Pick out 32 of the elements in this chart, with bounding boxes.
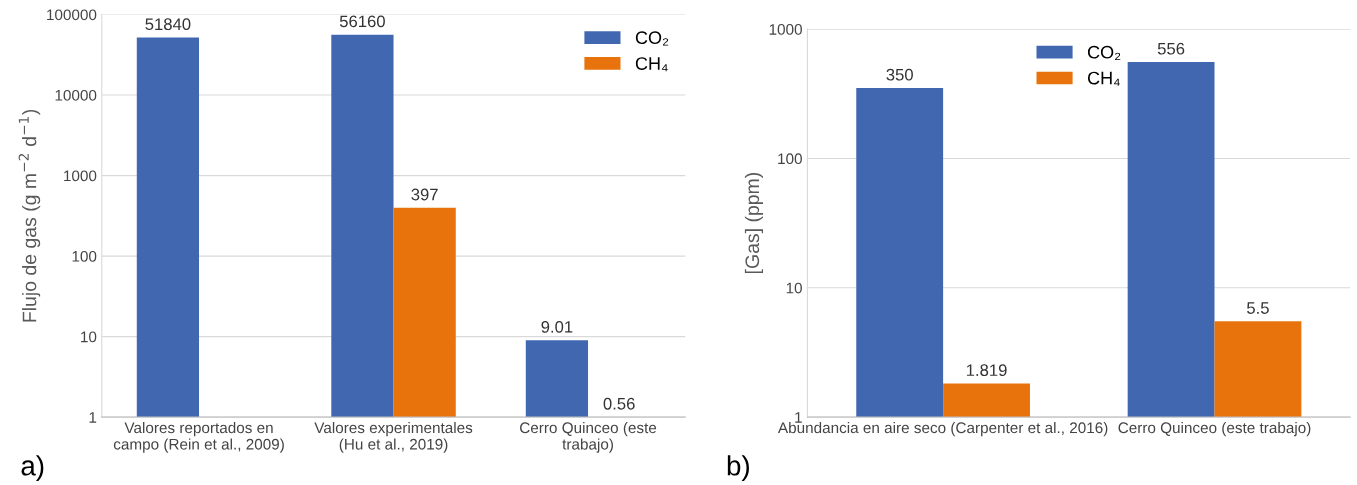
data-label: 51840 (145, 18, 191, 31)
y-tick-label: 10 (81, 331, 97, 343)
y-tick-label: 10 (786, 282, 802, 294)
legend-label: CO₂ (1087, 45, 1121, 60)
x-tick-label: Cerro Quinceo (este trabajo) (1118, 421, 1311, 437)
data-label: 350 (886, 68, 913, 81)
y-tick-label: 1 (795, 412, 802, 423)
text: a) (21, 455, 44, 482)
y-tick-label: 1000 (64, 170, 97, 182)
x-tick-label: Abundancia en aire seco (Carpenter et al., 2016) (777, 421, 1108, 437)
data-label: 5.5 (1247, 302, 1269, 314)
y-tick-label: 100 (778, 153, 802, 165)
y-tick-label: 100 (72, 250, 97, 262)
y-axis-title: Flujo de gas (g m$^{−2}$ d$^{−1}$) (18, 109, 41, 322)
y-tick-label: 10000 (55, 89, 97, 101)
data-label: 9.01 (541, 320, 573, 333)
data-label: 556 (1157, 42, 1185, 55)
x-tick-label: Valores experimentales (Hu et al., 2019) (314, 421, 473, 453)
y-tick-label: 1000 (769, 23, 802, 35)
y-axis-title: [Gas] (ppm) (744, 172, 764, 274)
x-tick-label: Valores reportados en campo (Rein et al., 2009) (113, 421, 284, 453)
data-label: 56160 (339, 15, 385, 28)
legend-label: CH₄ (1087, 71, 1120, 86)
legend-label: CO₂ (635, 31, 669, 46)
annotation: 0.56 (603, 397, 635, 410)
y-tick-label: 1 (89, 412, 97, 423)
data-label: 397 (411, 188, 438, 201)
text: b) (727, 455, 749, 482)
y-tick-label: 100000 (47, 9, 97, 21)
data-label: 1.819 (966, 364, 1007, 377)
legend-label: CH₄ (635, 57, 668, 72)
x-tick-label: Cerro Quinceo (este trabajo) (520, 421, 657, 453)
